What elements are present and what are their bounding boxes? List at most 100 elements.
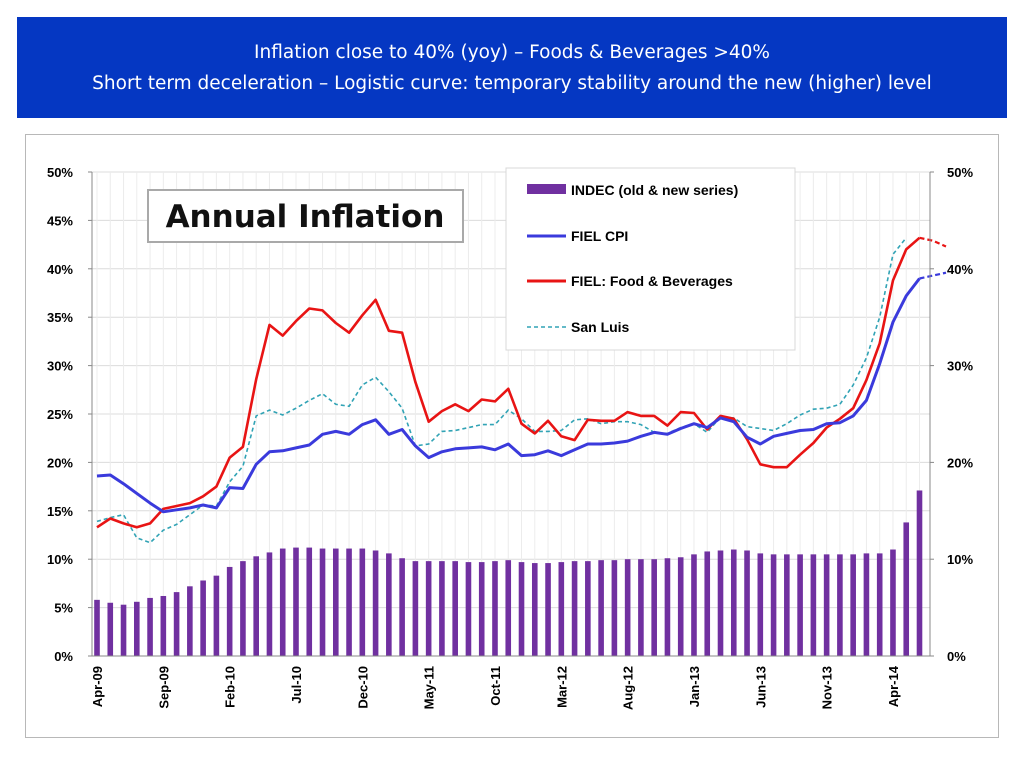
bar-indec xyxy=(425,561,432,656)
series-lines xyxy=(96,236,947,544)
bar-indec xyxy=(531,563,538,656)
bar-indec xyxy=(306,547,313,656)
y2-tick-label: 30% xyxy=(947,359,973,374)
bar-indec xyxy=(279,548,286,656)
x-tick-label: Apr-09 xyxy=(90,666,105,707)
bar-indec xyxy=(518,562,525,656)
bar-indec xyxy=(319,548,326,656)
bar-indec xyxy=(717,550,724,656)
bar-indec xyxy=(346,548,352,656)
x-tick-label: Mar-12 xyxy=(554,666,569,708)
line-san-luis xyxy=(96,237,907,544)
bar-indec xyxy=(757,553,764,656)
legend: INDEC (old & new series) FIEL CPI FIEL: … xyxy=(505,167,796,351)
chart-title: Annual Inflation xyxy=(166,199,445,235)
bar-indec xyxy=(213,575,220,656)
bar-indec xyxy=(359,548,366,656)
line-fiel-food-projection xyxy=(919,236,947,248)
bar-indec xyxy=(770,554,777,656)
y-axis-left-ticks: 0% 5% 10% 15% 20% 25% 30% 35% 40% 45% 50% xyxy=(47,165,92,664)
bar-indec xyxy=(677,557,684,656)
y-tick-label: 30% xyxy=(47,359,73,374)
bar-indec xyxy=(173,592,180,656)
x-axis-ticks: Apr-09 Sep-09 Feb-10 Jul-10 Dec-10 May-11 Oct-… xyxy=(90,665,901,710)
bar-indec xyxy=(386,553,392,656)
line-fiel-cpi xyxy=(96,277,921,514)
x-tick-label: Jan-13 xyxy=(687,666,702,707)
x-tick-label: Feb-10 xyxy=(223,666,238,708)
bar-indec xyxy=(147,597,153,656)
bar-indec xyxy=(253,556,259,656)
slide-header: Inflation close to 40% (yoy) – Foods & B… xyxy=(17,17,1007,118)
x-tick-label: Nov-13 xyxy=(820,666,835,709)
bar-indec xyxy=(372,550,379,656)
header-line-1: Inflation close to 40% (yoy) – Foods & B… xyxy=(254,42,770,63)
bar-indec xyxy=(823,554,830,656)
bar-indec xyxy=(664,558,671,656)
bar-indec xyxy=(876,553,883,656)
bar-indec xyxy=(200,580,206,656)
bar-indec xyxy=(332,548,339,656)
y-tick-label: 45% xyxy=(47,213,73,228)
y-tick-label: 35% xyxy=(47,310,73,325)
y2-tick-label: 10% xyxy=(947,552,973,567)
bar-indec xyxy=(399,558,405,656)
y-tick-label: 50% xyxy=(47,165,73,180)
bar-indec xyxy=(120,604,127,656)
bar-indec xyxy=(638,559,644,656)
bar-indec xyxy=(797,554,803,656)
bar-indec xyxy=(810,554,817,656)
bar-indec xyxy=(478,562,485,656)
bar-indec xyxy=(784,554,790,656)
bar-indec xyxy=(624,559,631,656)
bar-indec xyxy=(465,562,472,656)
y-tick-label: 0% xyxy=(54,649,73,664)
bar-indec xyxy=(691,554,697,656)
y-tick-label: 25% xyxy=(47,407,73,422)
y-tick-label: 40% xyxy=(47,262,73,277)
legend-label-fiel-food: FIEL: Food & Beverages xyxy=(571,273,733,289)
x-tick-label: Aug-12 xyxy=(621,666,636,710)
y2-tick-label: 50% xyxy=(947,165,973,180)
bar-indec xyxy=(558,562,565,656)
bar-indec xyxy=(293,547,299,656)
y-tick-label: 20% xyxy=(47,455,73,470)
bar-indec xyxy=(187,586,193,656)
bar-indec xyxy=(266,552,273,656)
bar-indec xyxy=(863,553,870,656)
bar-indec xyxy=(240,561,246,656)
bar-indec xyxy=(850,554,856,656)
bar-indec xyxy=(545,563,551,656)
legend-label-indec: INDEC (old & new series) xyxy=(571,182,738,198)
bar-indec xyxy=(730,549,737,656)
x-tick-label: Apr-14 xyxy=(886,665,901,707)
bar-indec xyxy=(492,561,498,656)
bar-indec xyxy=(903,522,910,656)
bar-indec xyxy=(160,595,167,656)
y2-tick-label: 20% xyxy=(947,455,973,470)
legend-label-san-luis: San Luis xyxy=(571,319,630,335)
x-tick-label: Jun-13 xyxy=(753,666,768,708)
bar-indec xyxy=(585,561,591,656)
y-tick-label: 5% xyxy=(54,601,73,616)
bar-indec xyxy=(837,554,843,656)
y2-tick-label: 0% xyxy=(947,649,966,664)
chart-title-box: Annual Inflation xyxy=(147,189,464,243)
bar-indec xyxy=(890,549,896,656)
header-line-2: Short term deceleration – Logistic curve… xyxy=(92,73,932,94)
line-fiel-food xyxy=(96,236,921,529)
bar-indec xyxy=(133,601,140,656)
legend-swatch-indec xyxy=(527,184,566,194)
line-fiel-cpi-projection xyxy=(919,271,947,280)
x-tick-label: Sep-09 xyxy=(156,666,171,709)
bar-indec xyxy=(571,561,578,656)
bar-indec xyxy=(439,561,445,656)
y-axis-right-ticks: 0% 10% 20% 30% 40% 50% xyxy=(930,165,973,664)
legend-label-fiel-cpi: FIEL CPI xyxy=(571,228,628,244)
x-tick-label: Oct-11 xyxy=(488,666,503,706)
bar-indec xyxy=(452,561,458,656)
bar-indec xyxy=(94,599,100,656)
indec-bars xyxy=(94,490,923,656)
bar-indec xyxy=(107,602,114,656)
